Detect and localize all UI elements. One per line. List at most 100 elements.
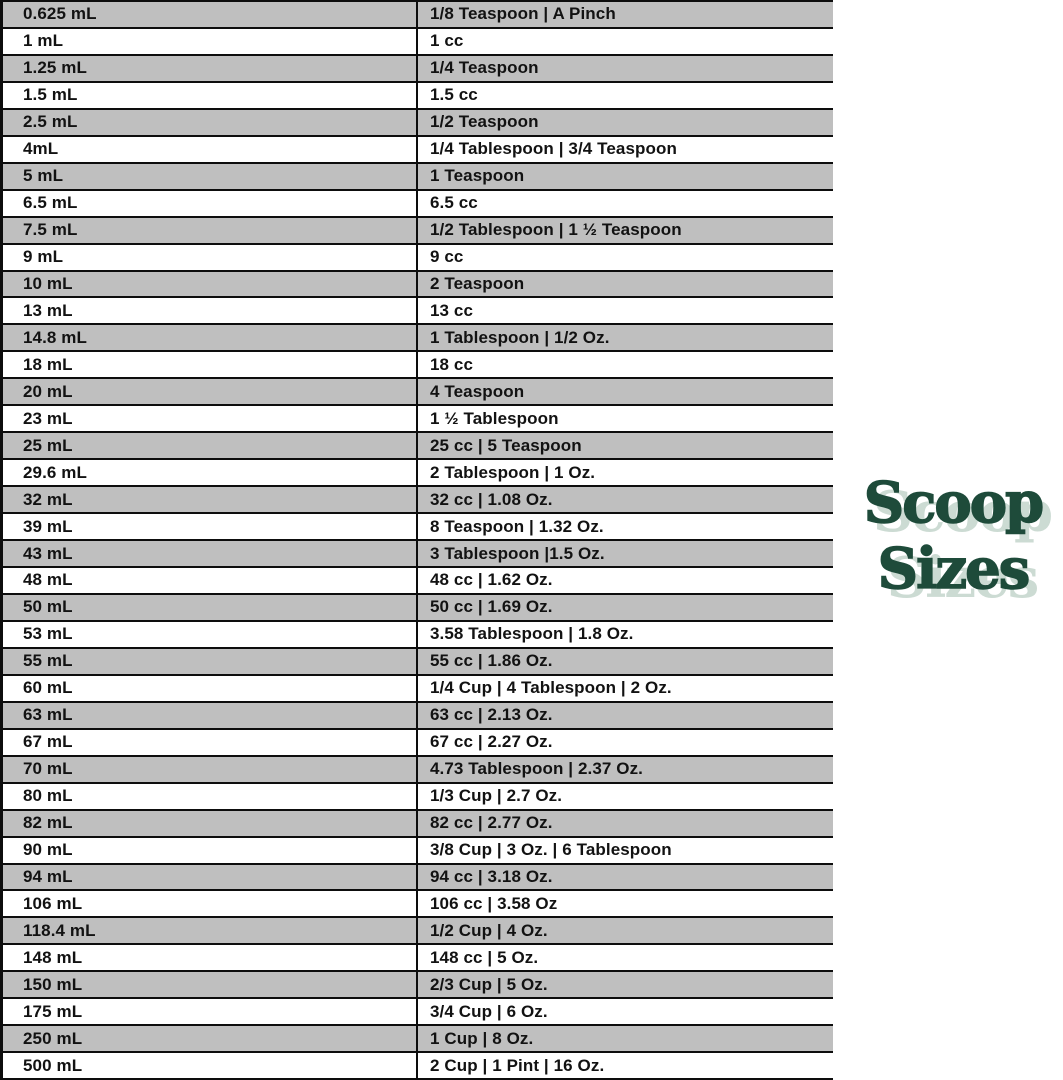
table-row: 32 mL 32 cc | 1.08 Oz. xyxy=(3,487,833,515)
ml-cell: 20 mL xyxy=(3,379,418,405)
ml-cell: 10 mL xyxy=(3,271,418,297)
logo-line-2: Sizes xyxy=(877,535,1031,603)
equivalent-cell: 1 cc xyxy=(430,31,464,51)
equivalent-cell: 1/3 Cup | 2.7 Oz. xyxy=(430,786,563,806)
table-row: 25 mL 25 cc | 5 Teaspoon xyxy=(3,433,833,461)
scoop-sizes-logo: Scoop Sizes xyxy=(843,469,1063,603)
table-row: 14.8 mL 1 Tablespoon | 1/2 Oz. xyxy=(3,325,833,353)
ml-cell: 118.4 mL xyxy=(3,918,418,944)
ml-cell: 4mL xyxy=(3,136,418,162)
table-row: 43 mL 3 Tablespoon |1.5 Oz. xyxy=(3,541,833,569)
ml-cell: 90 mL xyxy=(3,837,418,863)
equivalent-cell: 25 cc | 5 Teaspoon xyxy=(430,435,582,455)
ml-cell: 106 mL xyxy=(3,891,418,917)
equivalent-cell: 4 Teaspoon xyxy=(430,381,525,401)
equivalent-cell: 1 Tablespoon | 1/2 Oz. xyxy=(430,327,610,347)
table-row: 53 mL 3.58 Tablespoon | 1.8 Oz. xyxy=(3,621,833,649)
equivalent-cell: 1/2 Tablespoon | 1 ½ Teaspoon xyxy=(430,220,682,240)
ml-cell: 13 mL xyxy=(3,298,418,324)
equivalent-cell: 48 cc | 1.62 Oz. xyxy=(430,570,553,590)
table-row: 18 mL 18 cc xyxy=(3,352,833,380)
table-row: 10 mL 2 Teaspoon xyxy=(3,271,833,299)
ml-cell: 150 mL xyxy=(3,972,418,998)
equivalent-cell: 1.5 cc xyxy=(430,85,478,105)
ml-cell: 39 mL xyxy=(3,514,418,540)
table-row: 23 mL 1 ½ Tablespoon xyxy=(3,406,833,434)
equivalent-cell: 2/3 Cup | 5 Oz. xyxy=(430,974,548,994)
scoop-size-conversion-table: 0.625 mL 1/8 Teaspoon | A Pinch 1 mL 1 c… xyxy=(0,0,833,1080)
table-row: 70 mL 4.73 Tablespoon | 2.37 Oz. xyxy=(3,756,833,784)
ml-cell: 70 mL xyxy=(3,756,418,782)
table-row: 150 mL 2/3 Cup | 5 Oz. xyxy=(3,972,833,1000)
ml-cell: 67 mL xyxy=(3,729,418,755)
table-row: 500 mL 2 Cup | 1 Pint | 16 Oz. xyxy=(3,1053,833,1080)
equivalent-cell: 18 cc xyxy=(430,354,474,374)
table-row: 20 mL 4 Teaspoon xyxy=(3,379,833,407)
equivalent-cell: 106 cc | 3.58 Oz xyxy=(430,893,558,913)
table-row: 0.625 mL 1/8 Teaspoon | A Pinch xyxy=(3,2,833,29)
table-row: 48 mL 48 cc | 1.62 Oz. xyxy=(3,568,833,595)
table-row: 82 mL 82 cc | 2.77 Oz. xyxy=(3,810,833,838)
ml-cell: 60 mL xyxy=(3,675,418,701)
ml-cell: 14.8 mL xyxy=(3,325,418,351)
equivalent-cell: 1 Teaspoon xyxy=(430,166,525,186)
equivalent-cell: 1 Cup | 8 Oz. xyxy=(430,1028,534,1048)
table-row: 94 mL 94 cc | 3.18 Oz. xyxy=(3,864,833,892)
equivalent-cell: 1/4 Cup | 4 Tablespoon | 2 Oz. xyxy=(430,678,672,698)
equivalent-cell: 148 cc | 5 Oz. xyxy=(430,947,539,967)
table-row: 250 mL 1 Cup | 8 Oz. xyxy=(3,1026,833,1054)
equivalent-cell: 3 Tablespoon |1.5 Oz. xyxy=(430,543,605,563)
table-row: 4mL 1/4 Tablespoon | 3/4 Teaspoon xyxy=(3,136,833,164)
table-row: 1 mL 1 cc xyxy=(3,28,833,56)
ml-cell: 50 mL xyxy=(3,594,418,620)
equivalent-cell: 3/4 Cup | 6 Oz. xyxy=(430,1001,548,1021)
equivalent-cell: 6.5 cc xyxy=(430,193,478,213)
ml-cell: 55 mL xyxy=(3,648,418,674)
ml-cell: 1.5 mL xyxy=(3,82,418,108)
ml-cell: 80 mL xyxy=(3,783,418,809)
table-row: 50 mL 50 cc | 1.69 Oz. xyxy=(3,594,833,622)
table-row: 90 mL 3/8 Cup | 3 Oz. | 6 Tablespoon xyxy=(3,837,833,865)
ml-cell: 23 mL xyxy=(3,406,418,432)
table-row: 63 mL 63 cc | 2.13 Oz. xyxy=(3,702,833,730)
table-row: 29.6 mL 2 Tablespoon | 1 Oz. xyxy=(3,460,833,488)
table-row: 5 mL 1 Teaspoon xyxy=(3,163,833,191)
ml-cell: 0.625 mL xyxy=(3,2,418,27)
table-row: 7.5 mL 1/2 Tablespoon | 1 ½ Teaspoon xyxy=(3,217,833,245)
equivalent-cell: 55 cc | 1.86 Oz. xyxy=(430,651,553,671)
ml-cell: 5 mL xyxy=(3,163,418,189)
equivalent-cell: 32 cc | 1.08 Oz. xyxy=(430,489,553,509)
equivalent-cell: 2 Cup | 1 Pint | 16 Oz. xyxy=(430,1055,605,1075)
ml-cell: 82 mL xyxy=(3,810,418,836)
table-row: 175 mL 3/4 Cup | 6 Oz. xyxy=(3,999,833,1027)
equivalent-cell: 8 Teaspoon | 1.32 Oz. xyxy=(430,516,604,536)
equivalent-cell: 67 cc | 2.27 Oz. xyxy=(430,732,553,752)
table-row: 2.5 mL 1/2 Teaspoon xyxy=(3,109,833,137)
ml-cell: 48 mL xyxy=(3,568,418,593)
ml-cell: 32 mL xyxy=(3,487,418,513)
ml-cell: 1.25 mL xyxy=(3,55,418,81)
ml-cell: 9 mL xyxy=(3,244,418,270)
equivalent-cell: 94 cc | 3.18 Oz. xyxy=(430,866,553,886)
logo-line-1: Scoop xyxy=(863,469,1045,537)
ml-cell: 18 mL xyxy=(3,352,418,378)
equivalent-cell: 1/2 Teaspoon xyxy=(430,112,539,132)
ml-cell: 53 mL xyxy=(3,621,418,647)
equivalent-cell: 4.73 Tablespoon | 2.37 Oz. xyxy=(430,759,643,779)
equivalent-cell: 2 Teaspoon xyxy=(430,274,525,293)
table-row: 118.4 mL 1/2 Cup | 4 Oz. xyxy=(3,918,833,946)
ml-cell: 7.5 mL xyxy=(3,217,418,243)
ml-cell: 250 mL xyxy=(3,1026,418,1052)
equivalent-cell: 1 ½ Tablespoon xyxy=(430,408,559,428)
ml-cell: 25 mL xyxy=(3,433,418,459)
table-row: 60 mL 1/4 Cup | 4 Tablespoon | 2 Oz. xyxy=(3,675,833,703)
equivalent-cell: 3.58 Tablespoon | 1.8 Oz. xyxy=(430,624,634,644)
equivalent-cell: 82 cc | 2.77 Oz. xyxy=(430,813,553,833)
ml-cell: 175 mL xyxy=(3,999,418,1025)
equivalent-cell: 9 cc xyxy=(430,247,464,267)
table-row: 1.25 mL 1/4 Teaspoon xyxy=(3,55,833,83)
table-row: 80 mL 1/3 Cup | 2.7 Oz. xyxy=(3,783,833,811)
table-row: 13 mL 13 cc xyxy=(3,298,833,326)
equivalent-cell: 63 cc | 2.13 Oz. xyxy=(430,705,553,725)
equivalent-cell: 1/8 Teaspoon | A Pinch xyxy=(430,4,616,24)
